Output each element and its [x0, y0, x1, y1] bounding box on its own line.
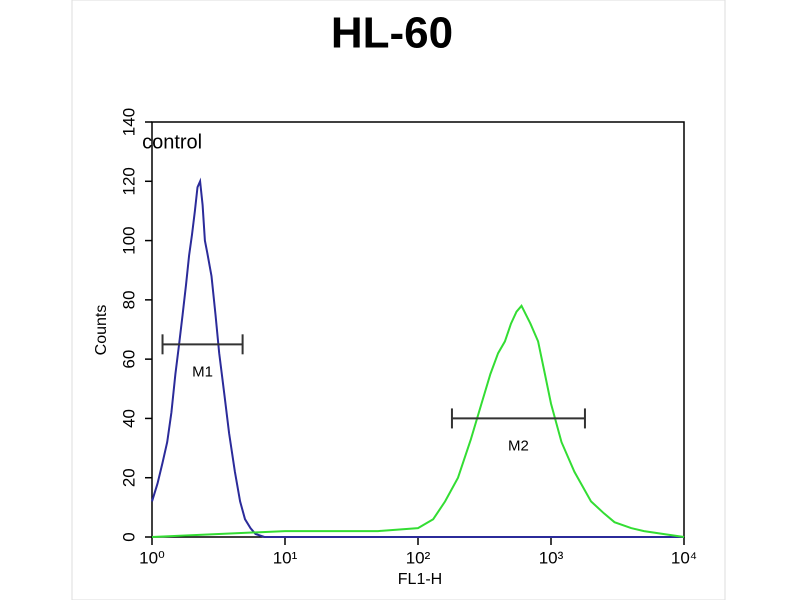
x-tick-label: 10² — [406, 548, 431, 567]
x-tick-label: 10³ — [539, 548, 564, 567]
y-tick-label: 80 — [119, 290, 138, 309]
x-axis-label: FL1-H — [398, 571, 442, 588]
marker-label: M1 — [192, 363, 213, 380]
x-tick-label: 10⁰ — [139, 548, 165, 567]
y-tick-label: 20 — [119, 468, 138, 487]
series-annotation: control — [142, 132, 202, 154]
y-tick-label: 40 — [119, 409, 138, 428]
frame — [71, 0, 726, 600]
x-tick-label: 10¹ — [273, 548, 298, 567]
y-tick-label: 120 — [119, 167, 138, 195]
chart-title: HL-60 — [331, 9, 453, 58]
y-tick-label: 140 — [119, 108, 138, 136]
y-tick-label: 60 — [119, 350, 138, 369]
x-tick-label: 10⁴ — [671, 548, 697, 567]
marker-label: M2 — [508, 437, 529, 454]
y-tick-label: 0 — [119, 532, 138, 541]
y-tick-label: 100 — [119, 226, 138, 254]
series-line — [151, 303, 685, 538]
y-axis-label: Counts — [93, 305, 110, 356]
